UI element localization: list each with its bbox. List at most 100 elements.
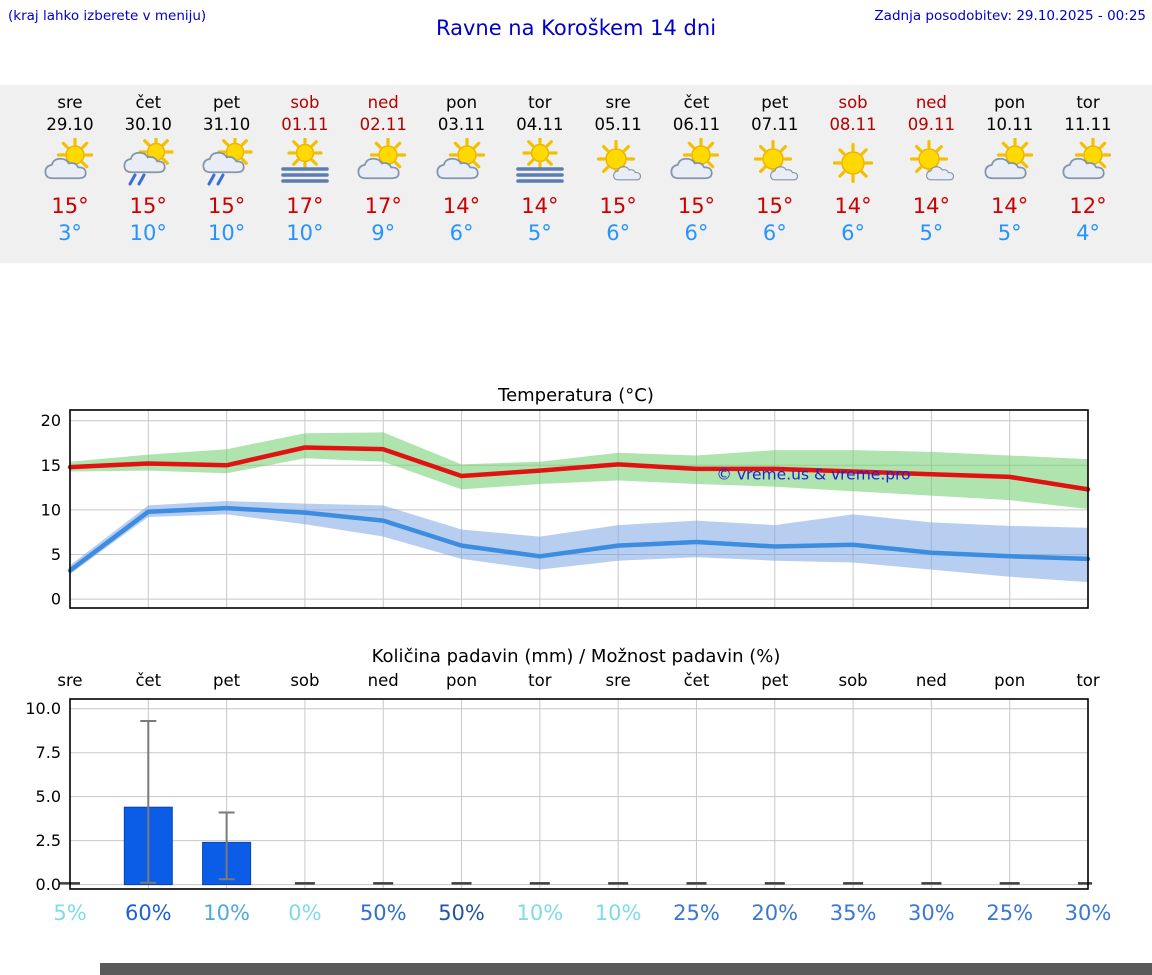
temp-min: 10°: [207, 221, 246, 245]
day-column: pon 10.11 14° 5°: [968, 92, 1052, 247]
day-date: 06.11: [672, 115, 721, 134]
precip-day-label: pon: [994, 671, 1026, 690]
day-column: sob 08.11 14° 6°: [811, 92, 895, 247]
temp-max: 14°: [521, 194, 559, 218]
day-name: tor: [1076, 93, 1100, 112]
temp-min: 6°: [449, 221, 474, 245]
day-date: 29.10: [46, 115, 94, 134]
zero-precip-tick: [764, 882, 785, 885]
day-name: ned: [915, 93, 947, 112]
temperature-chart: 0 5 10 15 20 © vreme.us & vreme.pro: [10, 408, 1092, 614]
precip-day-label: čet: [135, 671, 162, 690]
day-column: pet 31.10 15° 10°: [185, 92, 269, 247]
day-name: ned: [367, 93, 399, 112]
mostly-sunny-icon: [889, 138, 973, 190]
day-column: tor 11.11 12° 4°: [1046, 92, 1130, 247]
zero-precip-tick: [529, 882, 550, 885]
precipitation-chart: 0.0 2.5 5.0 7.5 10.0: [10, 697, 1098, 895]
temp-min: 4°: [1076, 221, 1100, 245]
days-strip: sre 29.10 15° 3° čet 30.10 15° 10° pet 3…: [10, 85, 1112, 263]
day-column: ned 09.11 14° 5°: [889, 92, 973, 247]
svg-text:5.0: 5.0: [36, 787, 61, 806]
day-date: 11.11: [1064, 115, 1112, 134]
precip-probability: 5%: [53, 901, 87, 925]
temp-max: 12°: [1069, 194, 1107, 218]
precip-chart-title: Količina padavin (mm) / Možnost padavin …: [371, 646, 781, 667]
zero-precip-tick: [608, 882, 629, 885]
precip-probability: 25%: [986, 901, 1034, 925]
partly-cloudy-icon: [420, 136, 504, 190]
day-column: čet 30.10 15° 10°: [106, 92, 190, 247]
temp-min: 6°: [606, 221, 631, 245]
day-date: 08.11: [829, 115, 877, 134]
day-name: sre: [57, 93, 83, 112]
precip-probability-row: 5% 60% 10% 0% 50% 50% 10% 10% 25% 20% 35% 30% 25% 30%: [10, 901, 1111, 931]
precip-day-label: čet: [683, 671, 710, 690]
temp-max: 15°: [129, 194, 167, 218]
temp-min: 3°: [58, 221, 82, 245]
precip-probability: 10%: [594, 901, 642, 925]
partly-cloudy-icon: [28, 136, 112, 190]
watermark-link: © vreme.us & vreme.pro: [716, 466, 910, 484]
day-name: sob: [290, 93, 320, 112]
day-name: pet: [213, 93, 241, 112]
temp-max: 15°: [51, 194, 89, 218]
fog-icon: [498, 135, 582, 190]
sunny-icon: [811, 138, 895, 190]
zero-precip-tick: [1078, 882, 1098, 885]
temp-min: 6°: [841, 221, 865, 245]
bottom-scrollbar[interactable]: [100, 963, 1152, 975]
zero-precip-tick: [999, 882, 1020, 885]
temp-max-line: [67, 445, 1091, 492]
temp-max: 15°: [677, 194, 716, 218]
location-menu-hint: (kraj lahko izberete v meniju): [8, 8, 207, 24]
day-name: čet: [683, 93, 710, 112]
temp-max: 17°: [286, 194, 324, 218]
temp-max: 15°: [756, 194, 794, 218]
precip-probability: 50%: [438, 901, 485, 925]
day-name: čet: [135, 93, 162, 112]
day-column: sre 05.11 15° 6°: [576, 92, 660, 247]
precip-probability: 60%: [124, 901, 172, 925]
rain-showers-icon: [185, 134, 269, 190]
svg-text:10.0: 10.0: [25, 699, 61, 718]
precip-day-label: sre: [605, 671, 631, 690]
precip-day-label: sre: [57, 671, 83, 690]
day-column: ned 02.11 17° 9°: [341, 92, 425, 247]
temp-max: 17°: [364, 194, 402, 218]
svg-text:20: 20: [41, 411, 61, 430]
day-name: sob: [838, 93, 868, 112]
precip-day-label: tor: [528, 671, 552, 690]
svg-text:0.0: 0.0: [36, 875, 61, 891]
rain-showers-icon: [106, 134, 190, 190]
precip-probability: 35%: [829, 901, 877, 925]
fog-icon: [263, 135, 347, 190]
zero-precip-tick: [921, 882, 942, 885]
temp-min: 5°: [919, 221, 944, 245]
precip-probability: 10%: [203, 901, 250, 925]
precip-day-label: pon: [446, 671, 478, 690]
temp-min: 5°: [997, 221, 1022, 245]
temp-max: 14°: [991, 194, 1029, 218]
precip-day-label: ned: [915, 671, 947, 690]
temp-min: 10°: [286, 221, 324, 245]
precip-day-label: sob: [838, 671, 868, 690]
svg-text:7.5: 7.5: [36, 743, 61, 762]
day-name: sre: [605, 93, 631, 112]
day-date: 05.11: [594, 115, 642, 134]
page-header: (kraj lahko izberete v meniju) Ravne na …: [0, 0, 1152, 58]
temp-min: 6°: [684, 221, 709, 245]
temp-min: 9°: [371, 221, 396, 245]
svg-text:0: 0: [51, 590, 61, 609]
day-date: 07.11: [751, 115, 799, 134]
day-date: 01.11: [281, 115, 329, 134]
partly-cloudy-icon: [968, 136, 1052, 190]
temp-max: 14°: [442, 194, 481, 218]
temp-max: 15°: [599, 194, 637, 218]
temp-max: 14°: [834, 194, 872, 218]
day-date: 10.11: [986, 115, 1034, 134]
precip-probability: 30%: [908, 901, 955, 925]
partly-cloudy-icon: [341, 136, 425, 190]
day-name: tor: [528, 93, 552, 112]
day-column: sob 01.11 17° 10°: [263, 92, 347, 247]
